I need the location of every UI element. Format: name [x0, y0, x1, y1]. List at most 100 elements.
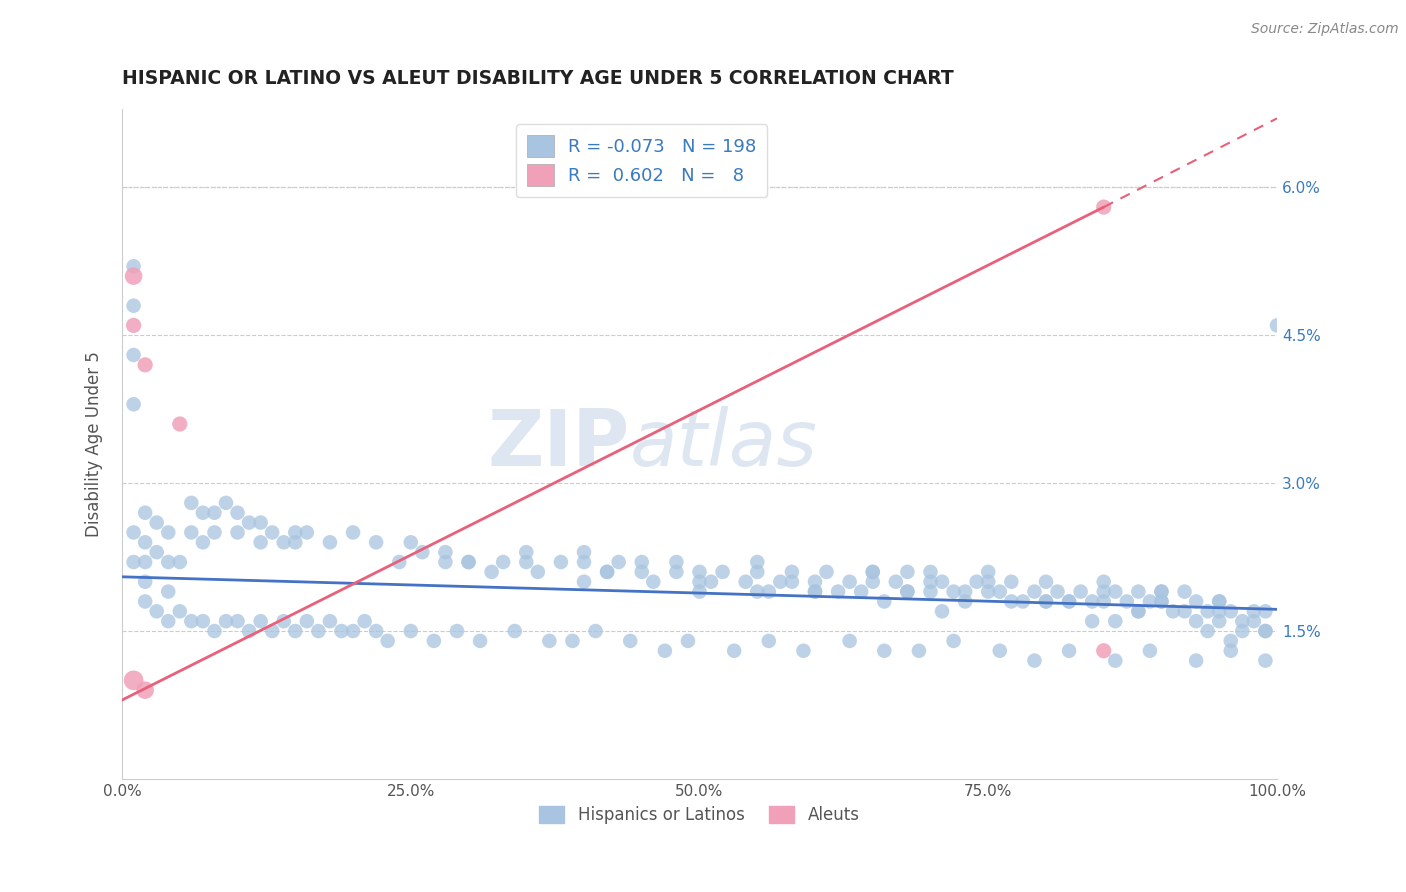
Point — [122, 318, 145, 333]
Point — [122, 269, 145, 284]
Point — [920, 574, 942, 589]
Point — [942, 584, 965, 599]
Point — [561, 633, 583, 648]
Point — [1092, 584, 1115, 599]
Point — [1254, 604, 1277, 618]
Point — [896, 565, 918, 579]
Point — [238, 516, 260, 530]
Point — [1128, 604, 1150, 618]
Point — [1128, 584, 1150, 599]
Point — [330, 624, 353, 638]
Legend: Hispanics or Latinos, Aleuts: Hispanics or Latinos, Aleuts — [533, 799, 866, 831]
Point — [262, 624, 284, 638]
Point — [851, 584, 873, 599]
Point — [1232, 624, 1254, 638]
Point — [884, 574, 907, 589]
Point — [1208, 614, 1230, 628]
Point — [249, 516, 271, 530]
Point — [169, 555, 191, 569]
Point — [838, 574, 860, 589]
Point — [503, 624, 526, 638]
Point — [827, 584, 849, 599]
Point — [1254, 654, 1277, 668]
Point — [446, 624, 468, 638]
Text: HISPANIC OR LATINO VS ALEUT DISABILITY AGE UNDER 5 CORRELATION CHART: HISPANIC OR LATINO VS ALEUT DISABILITY A… — [122, 69, 953, 87]
Point — [1024, 654, 1046, 668]
Point — [423, 633, 446, 648]
Point — [191, 614, 214, 628]
Point — [873, 594, 896, 608]
Point — [665, 565, 688, 579]
Point — [515, 545, 537, 559]
Point — [1104, 654, 1126, 668]
Point — [747, 565, 769, 579]
Point — [122, 673, 145, 688]
Point — [1024, 584, 1046, 599]
Point — [1000, 594, 1022, 608]
Point — [204, 624, 226, 638]
Point — [711, 565, 734, 579]
Point — [550, 555, 572, 569]
Point — [920, 584, 942, 599]
Point — [249, 614, 271, 628]
Point — [134, 574, 156, 589]
Point — [723, 644, 745, 658]
Point — [862, 565, 884, 579]
Point — [238, 624, 260, 638]
Point — [457, 555, 479, 569]
Point — [630, 565, 652, 579]
Point — [758, 633, 780, 648]
Point — [862, 574, 884, 589]
Point — [977, 565, 1000, 579]
Point — [1035, 574, 1057, 589]
Point — [134, 683, 156, 698]
Point — [157, 584, 180, 599]
Point — [366, 535, 388, 549]
Point — [758, 584, 780, 599]
Point — [966, 574, 988, 589]
Point — [1081, 594, 1104, 608]
Point — [342, 624, 364, 638]
Point — [953, 584, 976, 599]
Point — [284, 624, 307, 638]
Y-axis label: Disability Age Under 5: Disability Age Under 5 — [86, 351, 103, 537]
Point — [896, 584, 918, 599]
Point — [1150, 584, 1173, 599]
Point — [353, 614, 375, 628]
Point — [942, 633, 965, 648]
Point — [1092, 644, 1115, 658]
Point — [1185, 594, 1208, 608]
Point — [215, 614, 238, 628]
Point — [1243, 604, 1265, 618]
Point — [215, 496, 238, 510]
Point — [191, 506, 214, 520]
Point — [747, 584, 769, 599]
Point — [122, 555, 145, 569]
Point — [1128, 604, 1150, 618]
Point — [226, 506, 249, 520]
Point — [1197, 604, 1219, 618]
Point — [122, 299, 145, 313]
Point — [873, 644, 896, 658]
Point — [780, 565, 803, 579]
Point — [145, 545, 167, 559]
Point — [804, 574, 827, 589]
Point — [689, 565, 711, 579]
Point — [676, 633, 699, 648]
Point — [896, 584, 918, 599]
Point — [1219, 604, 1241, 618]
Point — [284, 535, 307, 549]
Point — [700, 574, 723, 589]
Point — [134, 506, 156, 520]
Point — [862, 565, 884, 579]
Point — [1185, 614, 1208, 628]
Point — [1174, 604, 1197, 618]
Point — [134, 594, 156, 608]
Point — [1197, 624, 1219, 638]
Point — [689, 584, 711, 599]
Point — [1254, 624, 1277, 638]
Point — [1104, 614, 1126, 628]
Point — [145, 604, 167, 618]
Point — [307, 624, 329, 638]
Point — [643, 574, 665, 589]
